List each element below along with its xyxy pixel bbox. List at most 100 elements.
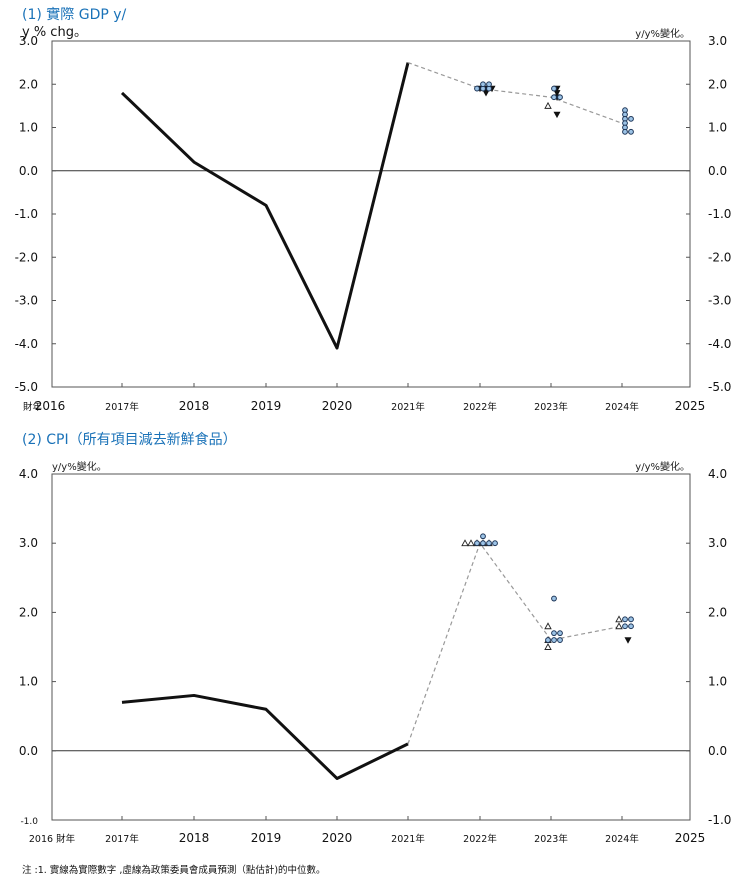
- gdp-ytick-right: -1.0: [708, 207, 731, 221]
- gdp-dot-down-triangle: [553, 90, 561, 97]
- cpi-ytick-right: 0.0: [708, 744, 727, 758]
- cpi-dot-circle: [557, 630, 563, 637]
- gdp-xtick-label: 2024年: [605, 401, 639, 413]
- gdp-dot-circle: [628, 115, 634, 122]
- gdp-panel: (1) 實際 GDP y/ y % chg。 y/y%變化。 3.0 3.0 2.0…: [15, 6, 732, 413]
- cpi-dot-circle: [480, 533, 486, 540]
- gdp-ytick-left: -2.0: [15, 250, 38, 264]
- gdp-dot-up-triangle: [544, 101, 552, 109]
- cpi-ytick-right: 3.0: [708, 536, 727, 550]
- gdp-ytick-left: -4.0: [15, 337, 38, 351]
- gdp-xtick-label: 2016: [35, 399, 66, 413]
- cpi-ytick-left: 2.0: [19, 605, 38, 619]
- cpi-dot-up-triangle: [544, 622, 552, 630]
- cpi-series-actual: [121, 693, 409, 780]
- gdp-dot-down-triangle: [553, 111, 561, 119]
- gdp-series-actual: [120, 62, 410, 350]
- gdp-xtick-label: 2022年: [463, 401, 497, 413]
- gdp-title: (1) 實際 GDP y/: [22, 6, 127, 23]
- cpi-panel: (2) CPI（所有項目減去新鮮食品） y/y%變化。 y/y%變化。 4.0 4…: [19, 431, 732, 845]
- footnote: 注 :1. 實線為實際數字 ,虛線為政策委員會成員預測（點估計)的中位數。: [22, 864, 326, 876]
- gdp-xtick-label: 2018: [179, 399, 210, 413]
- gdp-xtick-label: 財年: [23, 401, 43, 413]
- cpi-dot-up-triangle: [615, 615, 623, 623]
- cpi-ytick-right: 2.0: [708, 605, 727, 619]
- cpi-dot-circle: [557, 637, 563, 643]
- cpi-xtick-label: 2019: [251, 831, 282, 845]
- cpi-ytick-left: 3.0: [19, 536, 38, 550]
- cpi-xtick-label: 2025: [675, 831, 706, 845]
- gdp-xtick-label: 2021年: [391, 401, 425, 413]
- gdp-ytick-right: 3.0: [708, 34, 727, 48]
- cpi-dot-down-triangle: [624, 637, 632, 644]
- gdp-ytick-right: -2.0: [708, 250, 731, 264]
- gdp-series-median-forecast: [407, 62, 623, 124]
- gdp-ytick-left: 1.0: [19, 121, 38, 135]
- cpi-xtick-label: 2023年: [534, 833, 568, 845]
- cpi-ytick-right: 1.0: [708, 675, 727, 689]
- gdp-ytick-right: -4.0: [708, 337, 731, 351]
- gdp-xtick-label: 2017年: [105, 401, 139, 413]
- gdp-dot-circle: [486, 81, 492, 88]
- gdp-dot-circle: [557, 94, 563, 101]
- cpi-dot-circle: [551, 630, 557, 637]
- cpi-dot-up-triangle: [544, 643, 552, 650]
- cpi-dot-circle: [480, 540, 486, 547]
- cpi-dot-circle: [622, 616, 628, 623]
- gdp-ytick-left: 0.0: [19, 164, 38, 178]
- gdp-ytick-right: 0.0: [708, 164, 727, 178]
- gdp-ytick-right: -3.0: [708, 294, 731, 308]
- cpi-ytick-left: 0.0: [19, 744, 38, 758]
- cpi-title: (2) CPI（所有項目減去新鮮食品）: [22, 431, 237, 448]
- cpi-ytick-left: 1.0: [19, 675, 38, 689]
- cpi-dot-circle: [545, 637, 551, 643]
- gdp-ytick-right: 2.0: [708, 77, 727, 91]
- cpi-xtick-label: 2024年: [605, 833, 639, 845]
- gdp-dot-circle: [551, 94, 557, 101]
- cpi-dot-up-triangle: [615, 622, 623, 630]
- cpi-xtick-label: 2016 財年: [29, 833, 76, 845]
- cpi-xtick-label: 2021年: [391, 833, 425, 845]
- cpi-unit-right: y/y%變化。: [635, 460, 690, 473]
- gdp-ytick-left: -3.0: [15, 294, 38, 308]
- gdp-ytick-right: 1.0: [708, 121, 727, 135]
- cpi-ytick-right: 4.0: [708, 467, 727, 481]
- cpi-xtick-label: 2018: [179, 831, 210, 845]
- cpi-series-median-forecast: [407, 541, 623, 745]
- gdp-unit-right: y/y%變化。: [635, 27, 690, 40]
- cpi-dot-up-triangle: [461, 539, 469, 547]
- cpi-dot-circle: [492, 540, 498, 547]
- cpi-dot-circle: [622, 623, 628, 630]
- gdp-ytick-left: 3.0: [19, 34, 38, 48]
- cpi-dot-circle: [551, 637, 557, 643]
- gdp-dot-circle: [474, 85, 480, 92]
- gdp-title-line2: y % chg。: [22, 25, 87, 40]
- gdp-ytick-left: -5.0: [15, 380, 38, 394]
- cpi-dot-circle: [628, 616, 634, 623]
- cpi-xtick-label: 2022年: [463, 833, 497, 845]
- gdp-ytick-left: -1.0: [15, 207, 38, 221]
- gdp-xtick-label: 2020: [322, 399, 353, 413]
- cpi-dot-circle: [486, 540, 492, 547]
- cpi-dot-circle: [628, 623, 634, 630]
- gdp-dot-circle: [480, 81, 486, 88]
- cpi-dot-circle: [474, 540, 480, 547]
- cpi-unit-left: y/y%變化。: [52, 460, 107, 473]
- cpi-xtick-label: 2017年: [105, 833, 139, 845]
- cpi-ytick-right: -1.0: [708, 813, 731, 827]
- gdp-dot-circle: [622, 128, 628, 135]
- gdp-xtick-label: 2019: [251, 399, 282, 413]
- cpi-plot-frame: [51, 473, 691, 821]
- gdp-xtick-label: 2023年: [534, 401, 568, 413]
- cpi-dot-circle: [551, 595, 557, 602]
- gdp-xtick-label: 2025: [675, 399, 706, 413]
- gdp-ytick-left: 2.0: [19, 77, 38, 91]
- gdp-dot-circle: [628, 128, 634, 135]
- cpi-dot-up-triangle: [467, 539, 475, 547]
- cpi-ytick-left: 4.0: [19, 467, 38, 481]
- cpi-ytick-left: -1.0: [20, 817, 38, 827]
- cpi-xtick-label: 2020: [322, 831, 353, 845]
- gdp-ytick-right: -5.0: [708, 380, 731, 394]
- gdp-dot-circle: [551, 85, 557, 92]
